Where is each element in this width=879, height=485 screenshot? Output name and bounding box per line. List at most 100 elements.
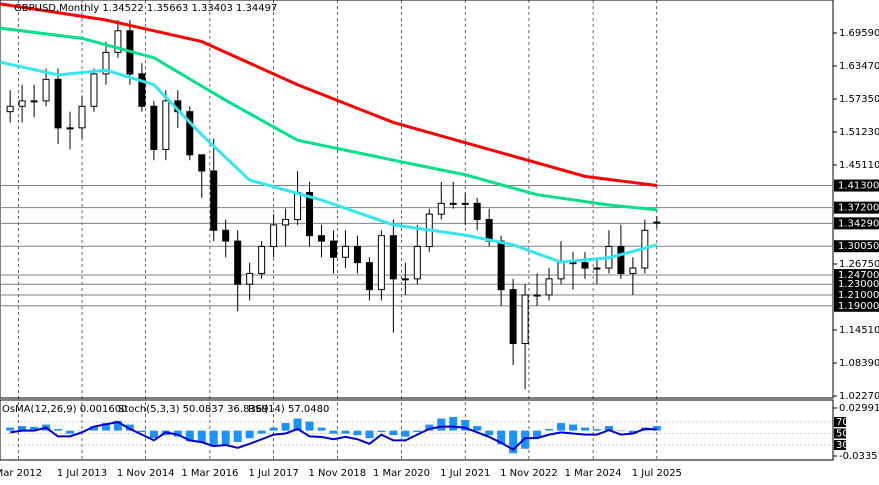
x-tick-label: 1 Jul 2013 bbox=[57, 468, 107, 479]
candle-body bbox=[329, 240, 337, 258]
y-tick-label: 1.02270 bbox=[839, 391, 879, 402]
osma-bar bbox=[616, 430, 625, 432]
y-tick-label: 1.26750 bbox=[839, 259, 879, 270]
candle-body bbox=[282, 219, 290, 226]
osma-bar bbox=[425, 424, 434, 431]
candle-body bbox=[114, 30, 122, 53]
x-tick-label: 1 Jul 2025 bbox=[632, 468, 682, 479]
candle-body bbox=[42, 78, 50, 102]
candle-body bbox=[18, 100, 26, 107]
osma-bar bbox=[329, 430, 338, 434]
osma-bar bbox=[113, 420, 122, 431]
osma-label: OsMA(12,26,9) 0.001600 bbox=[2, 404, 127, 415]
x-tick-label: 1 Mar 2024 bbox=[565, 468, 622, 479]
candle-body bbox=[617, 245, 625, 274]
candle-body bbox=[545, 278, 553, 296]
osma-bar bbox=[473, 426, 482, 431]
osma-tick-label: -0.033574 bbox=[839, 451, 879, 462]
osma-bar bbox=[377, 430, 386, 433]
osma-bar bbox=[18, 426, 27, 431]
osma-bar bbox=[341, 430, 350, 434]
rsi-tick-label: 70 bbox=[836, 417, 849, 428]
candle-body bbox=[593, 267, 601, 270]
osma-bar bbox=[353, 430, 362, 436]
level-label-box bbox=[834, 240, 879, 253]
level-label-box bbox=[834, 289, 879, 302]
candle-body bbox=[521, 294, 529, 345]
osma-bar bbox=[580, 427, 589, 431]
osma-bar bbox=[221, 430, 230, 445]
rsi-tick-label: 30 bbox=[836, 440, 849, 451]
osma-bar bbox=[557, 423, 566, 431]
candle-body bbox=[389, 235, 397, 280]
level-label: 1.24700 bbox=[838, 270, 879, 281]
level-label-box bbox=[834, 269, 879, 282]
y-tick-label: 1.51230 bbox=[839, 127, 879, 138]
osma-bar bbox=[305, 421, 314, 431]
osma-bar bbox=[6, 427, 15, 431]
osma-bar bbox=[78, 430, 87, 432]
candle-body bbox=[461, 202, 469, 205]
osma-bar bbox=[149, 430, 158, 439]
osma-bar bbox=[533, 430, 542, 439]
candle-body bbox=[485, 219, 493, 242]
x-tick-label: 1 Nov 2018 bbox=[308, 468, 366, 479]
candle-body bbox=[78, 105, 86, 129]
candle-body bbox=[449, 202, 457, 205]
candle-body bbox=[365, 262, 373, 291]
y-tick-label: 1.63470 bbox=[839, 61, 879, 72]
candle-body bbox=[222, 229, 230, 242]
osma-bar bbox=[66, 430, 75, 434]
moving-average bbox=[0, 26, 657, 212]
x-tick-label: Mar 2012 bbox=[0, 468, 42, 479]
candle-body bbox=[102, 51, 110, 75]
rsi-tick-label: 50 bbox=[836, 429, 849, 440]
y-tick-label: 1.14510 bbox=[839, 325, 879, 336]
candle-body bbox=[306, 192, 314, 237]
osma-bar bbox=[185, 430, 194, 442]
level-label-box bbox=[834, 201, 879, 214]
level-label: 1.23000 bbox=[838, 279, 879, 290]
candle-body bbox=[557, 262, 565, 280]
osma-bar bbox=[509, 430, 518, 454]
candle-body bbox=[162, 100, 170, 150]
x-tick-label: 1 Jul 2021 bbox=[440, 468, 490, 479]
osma-bar bbox=[137, 430, 146, 433]
candle-body bbox=[413, 245, 421, 280]
candle-body bbox=[629, 267, 637, 274]
osma-bar bbox=[197, 430, 206, 443]
osma-bar bbox=[209, 430, 218, 446]
level-label: 1.37200 bbox=[838, 203, 879, 214]
osma-bar bbox=[437, 418, 446, 431]
candle-body bbox=[150, 105, 158, 150]
candle-body bbox=[473, 202, 481, 221]
x-tick-label: 1 Jul 2017 bbox=[248, 468, 298, 479]
osma-bar bbox=[497, 430, 506, 445]
candle-body bbox=[90, 73, 98, 107]
osma-bar bbox=[449, 417, 458, 431]
rsi-line bbox=[10, 420, 657, 451]
candle-body bbox=[653, 221, 661, 224]
moving-average bbox=[0, 60, 658, 264]
indicator-panel bbox=[0, 399, 834, 461]
candle-body bbox=[341, 245, 349, 258]
rsi-tick-box bbox=[834, 440, 846, 450]
osma-tick-label: 0.029916 bbox=[839, 403, 879, 414]
osma-bar bbox=[269, 427, 278, 431]
level-label: 1.30050 bbox=[838, 241, 879, 252]
osma-bar bbox=[54, 429, 63, 431]
candle-body bbox=[138, 73, 146, 107]
x-tick-label: 1 Mar 2020 bbox=[373, 468, 430, 479]
candle-body bbox=[54, 78, 62, 129]
level-label-box bbox=[834, 179, 879, 192]
rsi-tick-box bbox=[834, 417, 846, 428]
osma-bar bbox=[521, 430, 530, 449]
osma-bar bbox=[245, 430, 254, 439]
osma-bar bbox=[604, 426, 613, 431]
osma-bar bbox=[89, 426, 98, 431]
level-label: 1.21000 bbox=[838, 290, 879, 301]
x-tick-label: 1 Mar 2016 bbox=[181, 468, 238, 479]
x-tick-label: 1 Nov 2014 bbox=[117, 468, 175, 479]
osma-bar bbox=[257, 430, 266, 434]
